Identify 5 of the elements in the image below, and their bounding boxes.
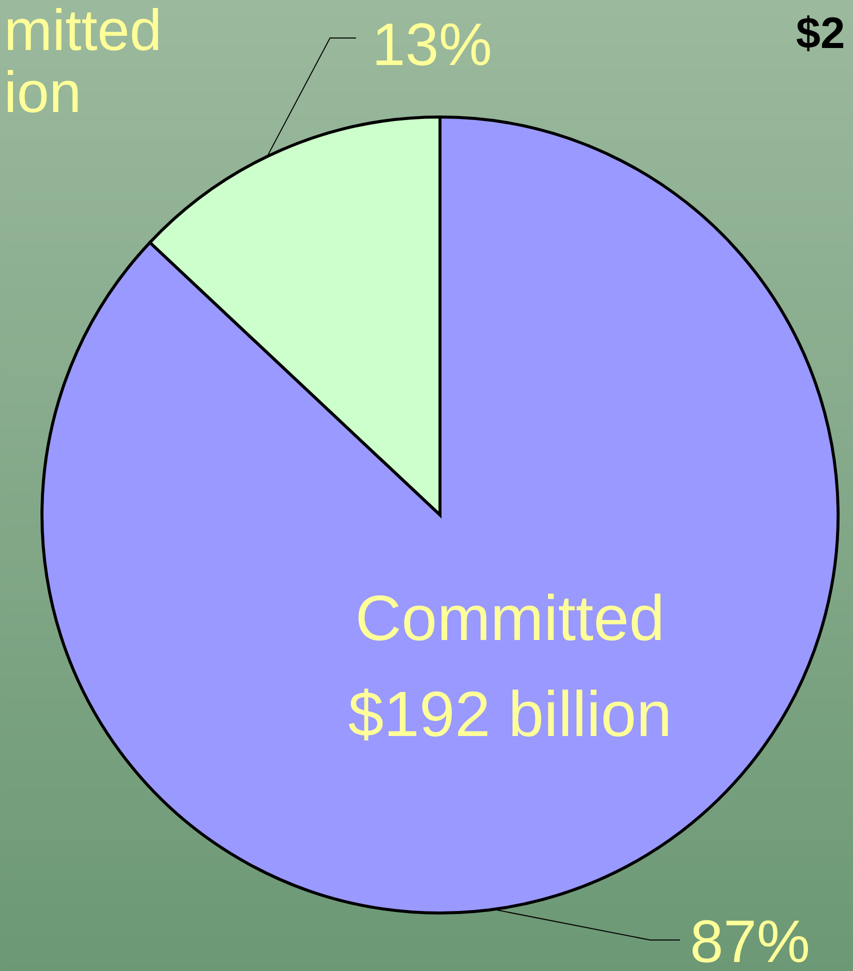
chart-title: $2: [796, 9, 845, 58]
data-label: 87%: [690, 908, 810, 971]
slice-label: Committed $192 billion: [348, 582, 672, 750]
data-label: 13%: [372, 11, 492, 78]
slice-label: mitted ion: [4, 0, 162, 125]
